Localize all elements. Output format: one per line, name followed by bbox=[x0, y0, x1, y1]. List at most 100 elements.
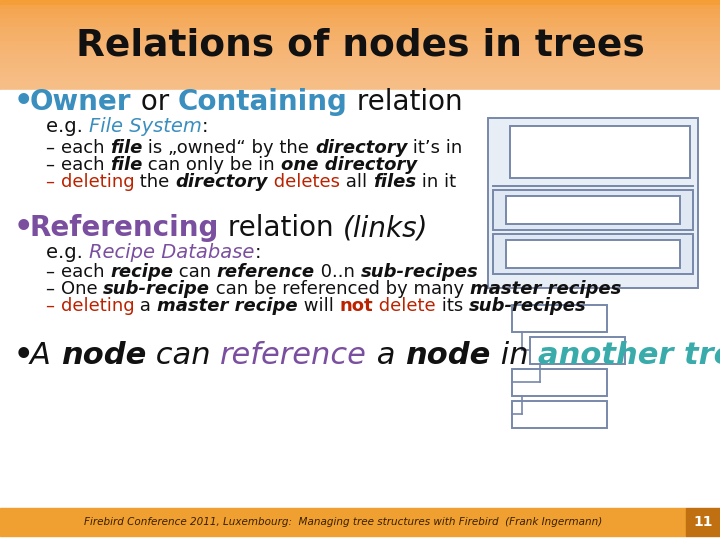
Bar bbox=[0, 414, 720, 420]
Text: can: can bbox=[173, 263, 217, 281]
Text: it’s in: it’s in bbox=[408, 139, 463, 157]
Text: directory: directory bbox=[315, 139, 408, 157]
Bar bbox=[0, 243, 720, 248]
Bar bbox=[0, 338, 720, 343]
Bar bbox=[0, 526, 720, 532]
Bar bbox=[0, 23, 720, 28]
Text: :: : bbox=[202, 117, 209, 136]
Bar bbox=[0, 450, 720, 456]
Bar bbox=[0, 284, 720, 289]
Bar bbox=[0, 293, 720, 298]
Bar bbox=[0, 436, 720, 442]
Bar bbox=[0, 117, 720, 123]
Text: 11: 11 bbox=[693, 515, 713, 529]
Bar bbox=[512, 305, 607, 332]
Bar bbox=[0, 459, 720, 464]
Bar bbox=[0, 409, 720, 415]
Bar bbox=[493, 234, 693, 274]
Bar bbox=[0, 40, 720, 46]
Text: relation: relation bbox=[220, 214, 343, 242]
Text: sub-recipes: sub-recipes bbox=[361, 263, 478, 281]
Bar bbox=[0, 225, 720, 231]
Bar bbox=[0, 212, 720, 217]
Bar bbox=[0, 328, 720, 334]
Bar bbox=[0, 522, 720, 528]
Text: (links): (links) bbox=[343, 214, 428, 242]
Bar bbox=[0, 270, 720, 275]
Bar bbox=[0, 189, 720, 194]
Text: –: – bbox=[46, 280, 60, 298]
Bar bbox=[0, 77, 720, 82]
Bar bbox=[0, 104, 720, 109]
Bar bbox=[0, 441, 720, 447]
Bar bbox=[0, 202, 720, 208]
Text: File System: File System bbox=[89, 117, 202, 136]
Bar bbox=[0, 310, 720, 316]
Text: or: or bbox=[132, 88, 178, 116]
Bar bbox=[0, 508, 686, 536]
Bar bbox=[506, 240, 680, 268]
Bar bbox=[0, 504, 720, 510]
Text: can: can bbox=[146, 341, 220, 369]
Bar bbox=[0, 486, 720, 491]
Bar bbox=[0, 185, 720, 190]
Bar bbox=[0, 63, 720, 69]
Bar bbox=[0, 495, 720, 501]
Bar bbox=[0, 288, 720, 294]
Text: its: its bbox=[436, 297, 469, 315]
Bar bbox=[0, 99, 720, 105]
Bar bbox=[0, 428, 720, 433]
Text: each: each bbox=[60, 263, 110, 281]
Bar bbox=[0, 360, 720, 366]
Text: in it: in it bbox=[415, 173, 456, 191]
Text: not: not bbox=[339, 297, 373, 315]
Text: –: – bbox=[46, 173, 60, 191]
Bar bbox=[0, 342, 720, 348]
Text: –: – bbox=[46, 156, 60, 174]
Bar bbox=[0, 513, 720, 518]
Text: deleting: deleting bbox=[60, 297, 135, 315]
Text: node: node bbox=[405, 341, 490, 369]
Bar bbox=[0, 18, 720, 24]
Bar bbox=[0, 279, 720, 285]
Bar bbox=[0, 472, 720, 478]
Text: deletes: deletes bbox=[268, 173, 340, 191]
Bar bbox=[0, 401, 720, 406]
Bar bbox=[0, 58, 720, 64]
Bar bbox=[0, 4, 720, 10]
Bar bbox=[0, 139, 720, 145]
Text: sub-recipe: sub-recipe bbox=[103, 280, 210, 298]
Bar bbox=[0, 31, 720, 37]
Bar bbox=[0, 176, 720, 181]
Bar bbox=[0, 193, 720, 199]
Bar bbox=[0, 266, 720, 271]
Bar bbox=[0, 81, 720, 86]
Bar bbox=[0, 274, 720, 280]
Bar bbox=[686, 508, 720, 536]
Text: –: – bbox=[46, 263, 60, 281]
Text: the: the bbox=[135, 173, 176, 191]
Bar bbox=[0, 455, 720, 460]
Bar bbox=[0, 382, 720, 388]
Bar bbox=[510, 126, 690, 178]
Text: will: will bbox=[297, 297, 339, 315]
Bar bbox=[0, 387, 720, 393]
Text: reference: reference bbox=[220, 341, 367, 369]
Bar bbox=[0, 158, 720, 163]
Bar bbox=[0, 45, 720, 51]
Bar bbox=[0, 50, 720, 55]
Text: all: all bbox=[340, 173, 373, 191]
Bar bbox=[0, 122, 720, 127]
Bar bbox=[0, 369, 720, 375]
Text: is „owned“ by the: is „owned“ by the bbox=[143, 139, 315, 157]
Text: files: files bbox=[373, 173, 415, 191]
Bar bbox=[0, 148, 720, 154]
Bar bbox=[0, 247, 720, 253]
Bar bbox=[0, 54, 720, 59]
Bar bbox=[0, 324, 720, 329]
Bar bbox=[0, 90, 720, 96]
Text: Firebird Conference 2011, Luxembourg:  Managing tree structures with Firebird  (: Firebird Conference 2011, Luxembourg: Ma… bbox=[84, 517, 602, 527]
Bar bbox=[0, 536, 720, 540]
Text: file: file bbox=[110, 156, 143, 174]
Bar bbox=[0, 252, 720, 258]
